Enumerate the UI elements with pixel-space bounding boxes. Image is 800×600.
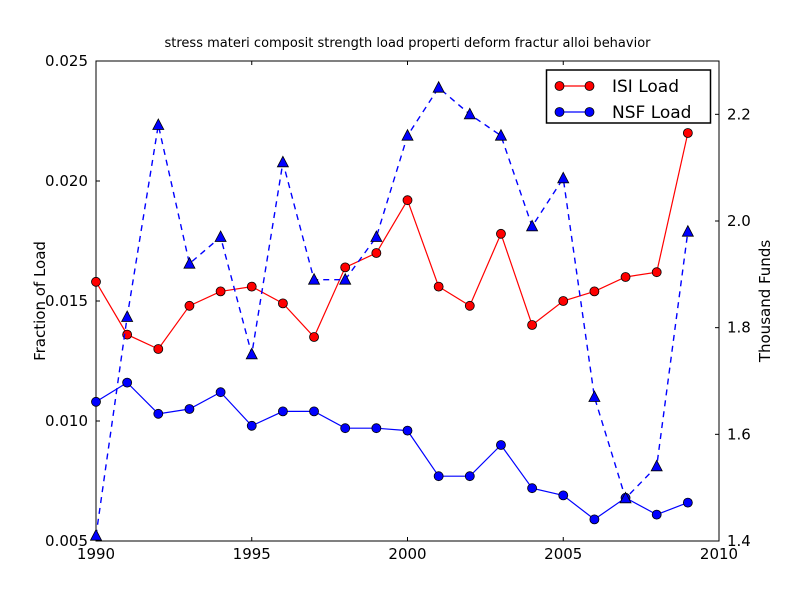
circle-marker	[584, 107, 595, 117]
series-nsf-load	[91, 377, 693, 525]
triangle-marker	[307, 272, 321, 285]
triangle-marker	[120, 310, 134, 322]
chart-title: stress materi composit strength load pro…	[164, 36, 651, 51]
circle-marker	[651, 267, 662, 278]
triangle-marker	[276, 155, 290, 168]
y-tick-label-right: 2.2	[727, 105, 751, 123]
circle-marker	[309, 332, 319, 342]
y-axis-label-left: Fraction of Load	[31, 241, 49, 361]
x-tick-label: 2010	[700, 545, 738, 563]
x-tick-label: 2005	[544, 545, 582, 563]
y-tick-label-right: 1.4	[727, 532, 751, 550]
series-isi-load	[91, 128, 693, 354]
circle-marker	[215, 387, 226, 398]
triangle-marker	[401, 128, 414, 141]
legend: ISI Load NSF Load	[545, 69, 712, 124]
triangle-marker	[370, 230, 383, 242]
circle-marker	[554, 107, 565, 117]
triangle-marker	[339, 272, 352, 285]
legend-label: NSF Load	[612, 103, 691, 123]
circle-marker	[91, 396, 101, 407]
y-axis-label-right: Thousand Funds	[756, 239, 774, 363]
circle-marker	[496, 228, 506, 239]
circle-marker	[558, 490, 569, 501]
triangle-marker	[463, 107, 476, 120]
triangle-marker	[557, 171, 570, 184]
series-line	[95, 86, 689, 536]
triangle-marker	[89, 528, 103, 541]
circle-marker	[584, 81, 595, 91]
triangle-marker	[525, 219, 539, 232]
circle-marker	[464, 471, 475, 482]
legend-box	[545, 69, 712, 124]
y-tick-label-left: 0.010	[45, 412, 88, 430]
circle-marker	[554, 81, 565, 91]
circle-marker	[246, 420, 257, 431]
circle-marker	[340, 262, 351, 273]
triangle-marker	[432, 80, 445, 93]
series-line	[95, 132, 689, 350]
circle-marker	[402, 425, 413, 436]
circle-marker	[309, 406, 319, 417]
x-tick-label: 1995	[233, 545, 271, 563]
triangle-marker	[588, 390, 601, 402]
y-tick-label-right: 1.8	[727, 319, 751, 337]
triangle-marker	[681, 224, 695, 237]
legend-entry: NSF Load	[554, 103, 691, 123]
triangle-marker	[152, 118, 165, 130]
y-tick-label-right: 1.6	[727, 425, 751, 443]
circle-marker	[246, 281, 257, 292]
circle-marker	[215, 286, 226, 297]
circle-marker	[402, 195, 413, 206]
y-tick-label-left: 0.015	[45, 292, 88, 310]
circle-marker	[153, 344, 164, 354]
y-tick-label-right: 2.0	[727, 212, 751, 230]
circle-marker	[527, 320, 537, 330]
triangle-marker	[619, 491, 632, 504]
y-tick-label-left: 0.020	[45, 172, 88, 190]
circle-marker	[589, 514, 600, 525]
circle-marker	[371, 423, 382, 434]
circle-marker	[184, 300, 195, 311]
series-nsf-funds	[89, 80, 695, 541]
x-tick-label: 1990	[77, 545, 115, 563]
circle-marker	[153, 408, 164, 419]
triangle-marker	[245, 347, 258, 360]
circle-marker	[682, 497, 693, 508]
circle-marker	[433, 471, 444, 482]
triangle-marker	[183, 256, 196, 269]
circle-marker	[340, 423, 351, 434]
circle-marker	[122, 377, 133, 388]
circle-marker	[558, 296, 569, 306]
circle-marker	[371, 248, 382, 258]
series-line	[95, 381, 689, 521]
y-tick-label-left: 0.025	[45, 52, 88, 70]
circle-marker	[277, 298, 288, 309]
triangle-marker	[214, 230, 227, 242]
circle-marker	[589, 286, 600, 297]
circle-marker	[184, 404, 195, 414]
circle-marker	[433, 281, 444, 292]
legend-label: ISI Load	[612, 77, 679, 97]
circle-marker	[620, 272, 631, 282]
circle-marker	[496, 440, 506, 450]
circle-marker	[651, 509, 662, 520]
circle-marker	[682, 128, 693, 138]
legend-entry: ISI Load	[554, 77, 679, 97]
circle-marker	[91, 276, 101, 287]
y-tick-label-left: 0.005	[45, 532, 88, 550]
x-tick-label: 2000	[388, 545, 426, 563]
circle-marker	[277, 406, 288, 417]
circle-marker	[464, 300, 475, 311]
triangle-marker	[494, 128, 508, 141]
circle-marker	[527, 483, 537, 494]
triangle-marker	[650, 459, 663, 472]
